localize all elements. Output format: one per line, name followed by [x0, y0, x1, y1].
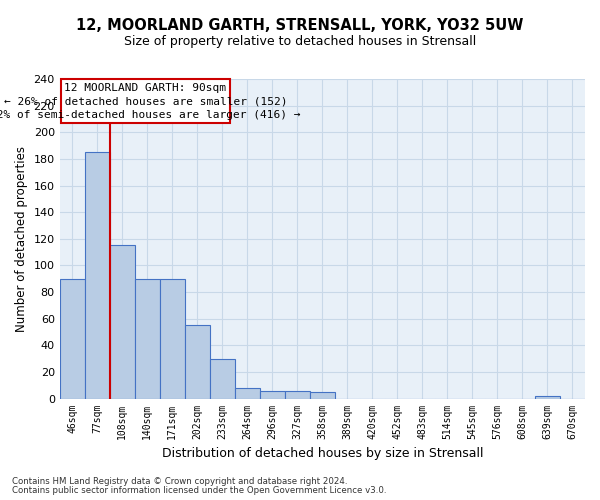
Text: ← 26% of detached houses are smaller (152): ← 26% of detached houses are smaller (15…: [4, 96, 287, 106]
Text: 72% of semi-detached houses are larger (416) →: 72% of semi-detached houses are larger (…: [0, 110, 301, 120]
Bar: [535, 396, 560, 398]
Bar: [160, 278, 185, 398]
Y-axis label: Number of detached properties: Number of detached properties: [15, 146, 28, 332]
Text: Size of property relative to detached houses in Strensall: Size of property relative to detached ho…: [124, 35, 476, 48]
Bar: [310, 392, 335, 398]
Bar: [285, 390, 310, 398]
Text: 12, MOORLAND GARTH, STRENSALL, YORK, YO32 5UW: 12, MOORLAND GARTH, STRENSALL, YORK, YO3…: [76, 18, 524, 32]
Bar: [85, 152, 110, 398]
Bar: [235, 388, 260, 398]
Bar: [210, 358, 235, 399]
Bar: [59, 278, 85, 398]
Text: Contains public sector information licensed under the Open Government Licence v3: Contains public sector information licen…: [12, 486, 386, 495]
Text: 12 MOORLAND GARTH: 90sqm: 12 MOORLAND GARTH: 90sqm: [64, 83, 226, 93]
X-axis label: Distribution of detached houses by size in Strensall: Distribution of detached houses by size …: [161, 447, 483, 460]
Bar: [135, 278, 160, 398]
Text: Contains HM Land Registry data © Crown copyright and database right 2024.: Contains HM Land Registry data © Crown c…: [12, 477, 347, 486]
Bar: [110, 246, 135, 398]
Bar: [61, 79, 230, 123]
Bar: [185, 326, 210, 398]
Bar: [260, 390, 285, 398]
